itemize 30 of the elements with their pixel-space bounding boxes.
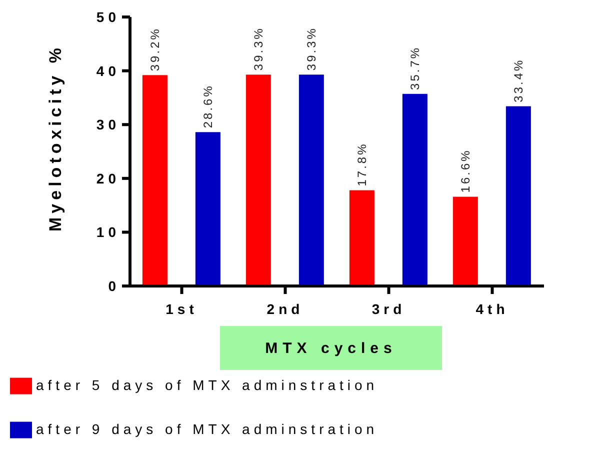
data-label: 28.6%	[200, 84, 215, 128]
bar	[246, 74, 271, 286]
y-tick-label: 40	[96, 62, 120, 79]
bar	[142, 75, 168, 286]
y-tick-label: 10	[96, 224, 120, 240]
data-label: 16.6%	[458, 148, 472, 193]
bar	[349, 190, 374, 286]
legend-label: after 5 days of MTX adminstration	[36, 377, 378, 393]
bar	[298, 74, 324, 286]
y-tick-label: 30	[96, 116, 120, 133]
data-label: 33.4%	[511, 58, 526, 102]
data-label: 39.3%	[251, 26, 266, 71]
data-label: 35.7%	[408, 46, 422, 90]
y-tick-label: 0	[108, 278, 120, 294]
y-tick-label: 50	[96, 8, 120, 25]
x-tick-label: 2nd	[266, 300, 304, 317]
bar	[195, 132, 220, 286]
data-label: 39.3%	[304, 26, 318, 71]
x-tick-label: 1st	[166, 300, 198, 317]
bar	[452, 196, 478, 286]
bar	[506, 106, 531, 286]
x-tick-label: 4th	[476, 300, 509, 317]
legend-label: after 9 days of MTX adminstration	[36, 421, 378, 437]
data-label: 17.8%	[354, 142, 369, 186]
y-axis-title: Myelotoxicity %	[46, 44, 66, 232]
y-tick-label: 20	[96, 170, 120, 186]
x-axis-title: MTX cycles	[220, 326, 442, 370]
bar	[402, 94, 428, 286]
x-tick-label: 3rd	[372, 300, 406, 317]
data-label: 39.2%	[148, 27, 162, 72]
